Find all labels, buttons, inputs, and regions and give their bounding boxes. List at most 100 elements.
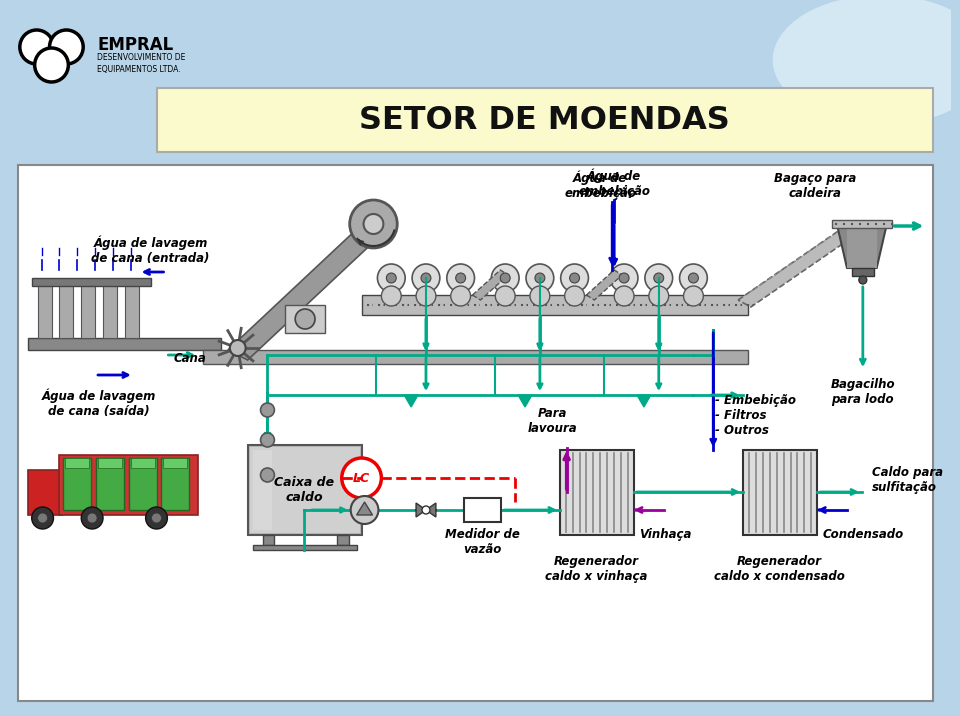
Circle shape bbox=[495, 286, 516, 306]
Circle shape bbox=[364, 214, 383, 234]
Bar bbox=[337, 535, 348, 545]
Text: Caixa de
caldo: Caixa de caldo bbox=[274, 476, 334, 504]
Text: Água de
embebição: Água de embebição bbox=[578, 168, 650, 198]
Bar bbox=[125, 285, 138, 338]
Circle shape bbox=[645, 264, 673, 292]
Circle shape bbox=[569, 273, 580, 283]
Text: Água de lavagem
de cana (entrada): Água de lavagem de cana (entrada) bbox=[91, 235, 210, 264]
Bar bbox=[362, 295, 748, 315]
Circle shape bbox=[87, 513, 97, 523]
Bar bbox=[129, 458, 156, 510]
Circle shape bbox=[611, 264, 638, 292]
Circle shape bbox=[32, 507, 54, 529]
Circle shape bbox=[377, 264, 405, 292]
Circle shape bbox=[296, 309, 315, 329]
Text: SETOR DE MOENDAS: SETOR DE MOENDAS bbox=[359, 105, 731, 135]
Circle shape bbox=[680, 264, 708, 292]
Bar bbox=[28, 470, 62, 515]
Circle shape bbox=[564, 286, 585, 306]
Circle shape bbox=[50, 30, 84, 64]
Circle shape bbox=[350, 496, 378, 524]
Circle shape bbox=[20, 30, 54, 64]
Text: Regenerador
caldo x condensado: Regenerador caldo x condensado bbox=[714, 555, 845, 583]
Bar bbox=[250, 447, 360, 533]
Circle shape bbox=[146, 507, 167, 529]
Circle shape bbox=[614, 286, 634, 306]
Circle shape bbox=[260, 468, 275, 482]
Ellipse shape bbox=[773, 0, 960, 125]
Bar bbox=[37, 285, 52, 338]
Text: Medidor de
vazão: Medidor de vazão bbox=[445, 528, 520, 556]
Bar bbox=[163, 458, 187, 468]
Circle shape bbox=[535, 273, 545, 283]
Circle shape bbox=[492, 264, 519, 292]
Bar bbox=[63, 458, 91, 510]
Bar bbox=[285, 305, 324, 333]
Circle shape bbox=[649, 286, 669, 306]
Text: Vinhaça: Vinhaça bbox=[639, 528, 691, 541]
Bar bbox=[743, 450, 817, 535]
Circle shape bbox=[684, 286, 704, 306]
Bar bbox=[96, 458, 124, 510]
Bar bbox=[204, 350, 748, 364]
Text: Caldo para
sulfitação: Caldo para sulfitação bbox=[872, 466, 943, 494]
Circle shape bbox=[500, 273, 510, 283]
Bar bbox=[560, 450, 634, 535]
Text: Para
lavoura: Para lavoura bbox=[528, 407, 578, 435]
Text: Bagaço para
caldeira: Bagaço para caldeira bbox=[774, 172, 856, 200]
Circle shape bbox=[561, 264, 588, 292]
Bar bbox=[252, 450, 273, 530]
Circle shape bbox=[386, 273, 396, 283]
Circle shape bbox=[526, 264, 554, 292]
Bar bbox=[156, 88, 933, 152]
Bar bbox=[464, 498, 501, 522]
Bar bbox=[28, 338, 221, 350]
Circle shape bbox=[421, 273, 431, 283]
Polygon shape bbox=[472, 270, 508, 300]
Bar bbox=[32, 278, 151, 286]
Circle shape bbox=[422, 506, 430, 514]
Bar bbox=[60, 455, 198, 515]
Polygon shape bbox=[837, 225, 887, 268]
Bar bbox=[18, 165, 933, 701]
Circle shape bbox=[688, 273, 698, 283]
Circle shape bbox=[37, 513, 48, 523]
Text: Condensado: Condensado bbox=[822, 528, 903, 541]
Bar bbox=[82, 285, 95, 338]
Bar bbox=[847, 225, 876, 268]
Circle shape bbox=[619, 273, 629, 283]
Polygon shape bbox=[518, 395, 532, 407]
Circle shape bbox=[446, 264, 474, 292]
Bar bbox=[98, 458, 122, 468]
Polygon shape bbox=[426, 503, 436, 517]
Text: LC: LC bbox=[353, 472, 371, 485]
Polygon shape bbox=[587, 270, 622, 300]
Circle shape bbox=[152, 513, 161, 523]
Circle shape bbox=[530, 286, 550, 306]
Circle shape bbox=[260, 433, 275, 447]
Polygon shape bbox=[416, 503, 426, 517]
Text: - Embebição
- Filtros
- Outros: - Embebição - Filtros - Outros bbox=[715, 394, 796, 437]
Bar bbox=[131, 458, 155, 468]
Polygon shape bbox=[738, 225, 860, 307]
Circle shape bbox=[35, 48, 68, 82]
Bar bbox=[161, 458, 189, 510]
Polygon shape bbox=[404, 395, 418, 407]
Bar bbox=[60, 285, 73, 338]
Polygon shape bbox=[228, 220, 386, 360]
Circle shape bbox=[859, 276, 867, 284]
Bar bbox=[832, 220, 892, 228]
Circle shape bbox=[456, 273, 466, 283]
Bar bbox=[65, 458, 89, 468]
Circle shape bbox=[412, 264, 440, 292]
Text: Bagacilho
para lodo: Bagacilho para lodo bbox=[830, 378, 895, 406]
Text: Água de
embebição: Água de embebição bbox=[564, 170, 636, 200]
Bar bbox=[103, 285, 117, 338]
Circle shape bbox=[654, 273, 663, 283]
Circle shape bbox=[82, 507, 103, 529]
Circle shape bbox=[229, 340, 246, 356]
Bar bbox=[852, 268, 874, 276]
Bar bbox=[248, 445, 362, 535]
Circle shape bbox=[260, 403, 275, 417]
Polygon shape bbox=[356, 502, 372, 515]
